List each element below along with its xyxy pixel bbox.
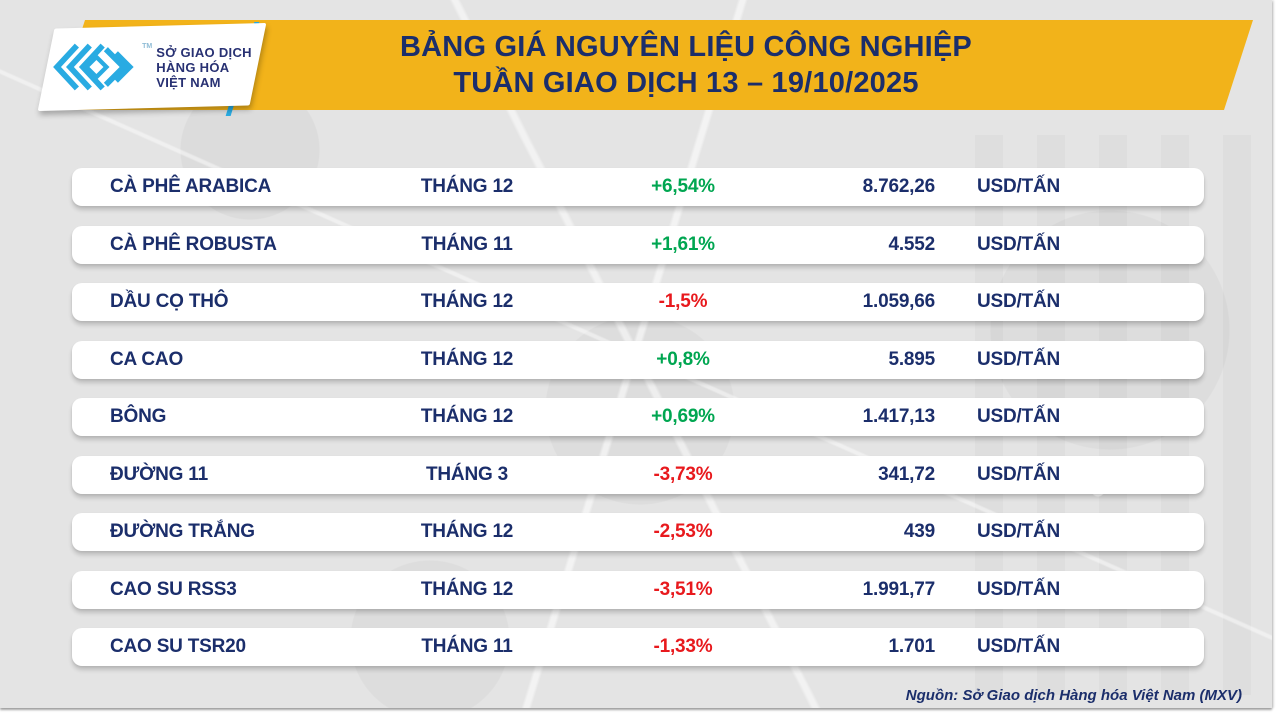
commodity-row: CAO SU TSR20 THÁNG 11 -1,33% 1.701 USD/T… [72, 628, 1204, 666]
org-name-line1: SỞ GIAO DỊCH [156, 44, 252, 60]
commodity-row: CAO SU RSS3 THÁNG 12 -3,51% 1.991,77 USD… [72, 570, 1204, 609]
commodity-name: DẦU CỌ THÔ [110, 291, 229, 312]
org-name-line2: HÀNG HÓA [156, 59, 230, 75]
contract-month: THÁNG 12 [420, 291, 514, 312]
commodity-name: CÀ PHÊ ROBUSTA [110, 233, 277, 255]
commodity-row: ĐƯỜNG 11 THÁNG 3 -3,73% 341,72 USD/TẤN [72, 455, 1204, 494]
commodity-name: ĐƯỜNG TRẮNG [110, 521, 255, 542]
price-value: 8.762,26 [862, 176, 936, 197]
commodity-name: BÔNG [110, 406, 167, 427]
source-credit: Nguồn: Sở Giao dịch Hàng hóa Việt Nam (M… [905, 687, 1242, 704]
change-value: +0,69% [651, 406, 715, 427]
price-unit: USD/TẤN [977, 463, 1061, 485]
contract-month: THÁNG 3 [426, 463, 508, 485]
contract-month: THÁNG 12 [420, 521, 514, 542]
banner-titles: BẢNG GIÁ NGUYÊN LIỆU CÔNG NGHIỆP TUẦN GI… [100, 20, 1253, 110]
commodity-name: CA CAO [110, 348, 184, 370]
change-value: -1,33% [653, 636, 713, 657]
price-unit: USD/TẤN [977, 176, 1061, 197]
price-value: 4.552 [888, 233, 935, 255]
change-value: +1,61% [651, 233, 715, 255]
contract-month: THÁNG 11 [421, 233, 513, 255]
commodity-row: DẦU CỌ THÔ THÁNG 12 -1,5% 1.059,66 USD/T… [72, 283, 1204, 321]
mxv-logo-card: TM SỞ GIAO DỊCH HÀNG HÓA VIỆT NAM [37, 22, 267, 112]
price-unit: USD/TẤN [977, 233, 1061, 255]
price-value: 439 [903, 521, 935, 542]
commodity-row: CA CAO THÁNG 12 +0,8% 5.895 USD/TẤN [72, 340, 1204, 379]
price-unit: USD/TẤN [977, 636, 1061, 657]
price-unit: USD/TẤN [977, 406, 1061, 427]
mxv-logo-content: TM SỞ GIAO DỊCH HÀNG HÓA VIỆT NAM [46, 26, 258, 108]
price-value: 1.059,66 [862, 291, 936, 312]
price-value: 1.417,13 [862, 406, 936, 427]
change-value: -3,73% [653, 463, 713, 485]
commodity-name: ĐƯỜNG 11 [110, 463, 208, 485]
contract-month: THÁNG 12 [420, 578, 514, 600]
change-value: +0,8% [656, 348, 710, 370]
change-value: -2,53% [653, 521, 713, 542]
price-unit: USD/TẤN [977, 348, 1061, 370]
price-unit: USD/TẤN [977, 291, 1061, 312]
price-unit: USD/TẤN [977, 521, 1061, 542]
price-table: CÀ PHÊ ARABICA THÁNG 12 +6,54% 8.762,26 … [72, 168, 1204, 666]
price-value: 341,72 [878, 463, 935, 485]
background-canvas: BẢNG GIÁ NGUYÊN LIỆU CÔNG NGHIỆP TUẦN GI… [0, 0, 1272, 708]
commodity-row: CÀ PHÊ ARABICA THÁNG 12 +6,54% 8.762,26 … [72, 168, 1204, 206]
commodity-name: CAO SU TSR20 [110, 636, 246, 657]
change-value: -3,51% [653, 578, 713, 600]
page-title: BẢNG GIÁ NGUYÊN LIỆU CÔNG NGHIỆP [400, 31, 972, 63]
commodity-row: CÀ PHÊ ROBUSTA THÁNG 11 +1,61% 4.552 USD… [72, 225, 1204, 264]
price-value: 1.991,77 [862, 578, 936, 600]
commodity-name: CAO SU RSS3 [110, 578, 237, 600]
price-value: 5.895 [888, 348, 935, 370]
price-value: 1.701 [888, 636, 935, 657]
org-name-line3: VIỆT NAM [156, 74, 221, 90]
price-unit: USD/TẤN [977, 578, 1061, 600]
commodity-row: ĐƯỜNG TRẮNG THÁNG 12 -2,53% 439 USD/TẤN [72, 513, 1204, 551]
change-value: -1,5% [658, 291, 708, 312]
commodity-name: CÀ PHÊ ARABICA [110, 176, 272, 197]
contract-month: THÁNG 11 [421, 636, 513, 657]
page-subtitle: TUẦN GIAO DỊCH 13 – 19/10/2025 [453, 67, 919, 99]
contract-month: THÁNG 12 [420, 406, 514, 427]
commodity-row: BÔNG THÁNG 12 +0,69% 1.417,13 USD/TẤN [72, 398, 1204, 436]
contract-month: THÁNG 12 [420, 348, 514, 370]
trademark-label: TM [142, 43, 153, 50]
contract-month: THÁNG 12 [420, 176, 514, 197]
change-value: +6,54% [651, 176, 715, 197]
mxv-chevron-diamond-icon [53, 43, 134, 91]
org-name: SỞ GIAO DỊCH HÀNG HÓA VIỆT NAM [156, 45, 252, 90]
